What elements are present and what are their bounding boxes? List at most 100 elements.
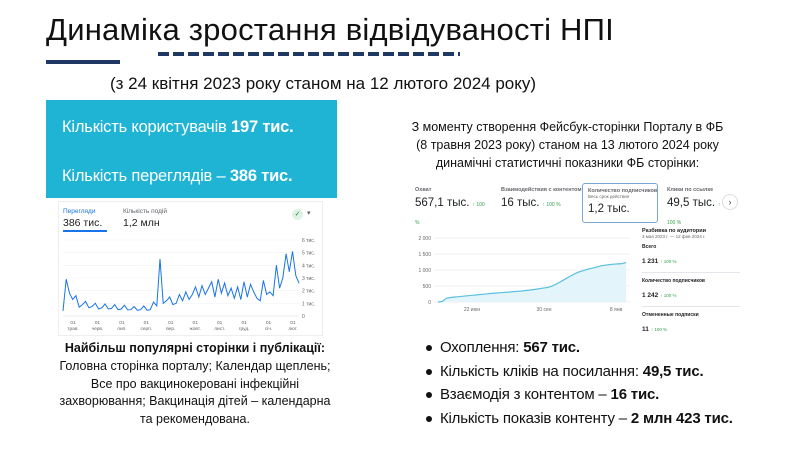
data-point (130, 309, 132, 310)
data-point (292, 251, 293, 252)
x-tick-label: 01 (168, 320, 174, 326)
data-point (117, 309, 119, 310)
data-point (143, 305, 145, 307)
breakdown-range: 3 мая 2023 г. — 12 фев 2024 г. (642, 234, 706, 239)
data-point (266, 294, 267, 295)
data-point (185, 291, 187, 293)
data-point (263, 280, 264, 281)
data-point (479, 294, 481, 295)
data-point (609, 264, 610, 265)
x-tick-label: черв. (92, 327, 104, 332)
views-line-chart: 01 тис.2 тис.3 тис.4 тис.5 тис.6 тис.01т… (62, 238, 315, 332)
data-point (230, 287, 232, 289)
active-tab-indicator (63, 230, 107, 232)
data-point (150, 309, 151, 310)
data-point (272, 295, 274, 296)
y-tick-label: 1 тис. (302, 301, 315, 307)
popular-pages-heading: Найбільш популярні сторінки і публікації… (64, 341, 326, 355)
data-point (571, 275, 572, 276)
bullet-value: 49,5 тис. (642, 362, 704, 380)
x-tick-label: 01 (70, 320, 76, 326)
data-point (85, 301, 86, 302)
fb-stats-list: Охоплення: 567 тис. Кількість кліків на … (424, 336, 733, 430)
page-title: Динаміка зростання відвідуваності НПІ (46, 12, 614, 47)
data-point (269, 291, 271, 293)
data-point (592, 267, 593, 269)
y-tick-label: 0 (302, 314, 305, 320)
page-subtitle: (з 24 квітня 2023 року станом на 12 люто… (110, 74, 537, 93)
metric-link-clicks[interactable]: Клики по ссылке 49,5 тыс. ↑ 100 % (662, 183, 730, 226)
data-point (512, 291, 514, 292)
divider (642, 272, 740, 273)
data-point (259, 300, 261, 302)
metric-interactions[interactable]: Взаимодействия с контентом 16 тыс. ↑ 100 … (496, 183, 582, 223)
bullet-value: 16 тис. (610, 386, 660, 403)
breakdown-unfollows-label: Отмененные подписки (642, 312, 699, 318)
popular-line: та рекомендована. (140, 411, 250, 426)
data-point (454, 296, 455, 298)
chevron-right-icon[interactable]: › (722, 194, 738, 210)
data-point (596, 266, 598, 268)
metric-value: 16 тыс. (501, 197, 540, 209)
x-tick-label: 01 (193, 320, 199, 326)
x-tick-label: 8 янв (610, 307, 623, 313)
bullet-label: Кількість показів контенту – (440, 409, 627, 427)
data-point (492, 293, 493, 294)
y-tick-label: 3 тис. (302, 276, 315, 282)
views-stat: Кількість переглядів – 386 тис. (62, 167, 293, 186)
y-tick-label: 4 тис. (302, 263, 315, 269)
tab-events-label: Кількість подій (123, 208, 167, 215)
data-point (256, 298, 258, 299)
metric-reach[interactable]: Охват 567,1 тыс. ↑ 100 % (410, 183, 494, 226)
data-point (487, 293, 489, 295)
chevron-down-icon[interactable]: ▾ (307, 210, 311, 217)
data-point (604, 264, 606, 266)
data-point (298, 282, 300, 284)
data-point (162, 303, 164, 304)
x-tick-label: січ. (265, 326, 272, 332)
data-point (217, 279, 219, 280)
tab-views-value: 386 тис. (63, 217, 103, 229)
y-tick-label: 2 тис. (302, 289, 315, 295)
views-value: 386 тис. (229, 167, 293, 185)
x-tick-label: 30 сен (537, 307, 552, 313)
metric-value: 1,2 тыс. (588, 203, 630, 215)
metric-value: 567,1 тыс. (415, 197, 470, 209)
stats-box: Кількість користувачів 197 тис. Кількіст… (46, 100, 337, 198)
data-point (483, 293, 485, 295)
popular-line: захворювання; Вакцинація дітей – календа… (59, 394, 331, 408)
x-tick-label: трав. (67, 327, 78, 332)
metric-change: ↑ 100 % (667, 202, 721, 226)
bullet-value: 567 тис. (523, 339, 580, 356)
metric-followers[interactable]: Количество подписчиков Весь срок действи… (582, 183, 658, 223)
bullet-label: Взаємодія з контентом – (440, 386, 607, 403)
breakdown-total-change: ↑ 100 % (660, 259, 677, 264)
data-point (240, 299, 242, 300)
check-circle-icon[interactable]: ✓ (292, 209, 303, 220)
data-point (508, 291, 510, 293)
data-point (475, 294, 476, 296)
x-tick-label: лист. (214, 327, 225, 332)
data-point (588, 268, 589, 270)
data-point (237, 286, 238, 288)
data-point (529, 289, 531, 291)
data-point (108, 308, 109, 310)
users-stat: Кількість користувачів 197 тис. (62, 118, 294, 137)
data-point (279, 287, 280, 289)
y-tick-label: 0 (428, 300, 431, 306)
list-item: Взаємодія з контентом – 16 тис. (424, 383, 733, 407)
tab-views[interactable]: Перегляди 386 тис. (63, 208, 102, 229)
data-point (208, 287, 209, 289)
x-tick-label: 01 (144, 320, 150, 326)
bullet-value: 2 млн 423 тис. (630, 409, 733, 427)
data-point (211, 281, 212, 283)
data-point (111, 308, 112, 309)
followers-series-line (437, 262, 627, 303)
data-point (625, 262, 627, 263)
audience-breakdown: Разбивка по аудитории 3 мая 2023 г. — 12… (642, 228, 740, 336)
data-point (98, 308, 99, 310)
breakdown-title: Разбивка по аудитории (642, 228, 706, 234)
data-point (124, 304, 125, 306)
tab-events[interactable]: Кількість подій 1,2 млн (123, 208, 167, 229)
bullet-label: Охоплення: (440, 339, 520, 356)
